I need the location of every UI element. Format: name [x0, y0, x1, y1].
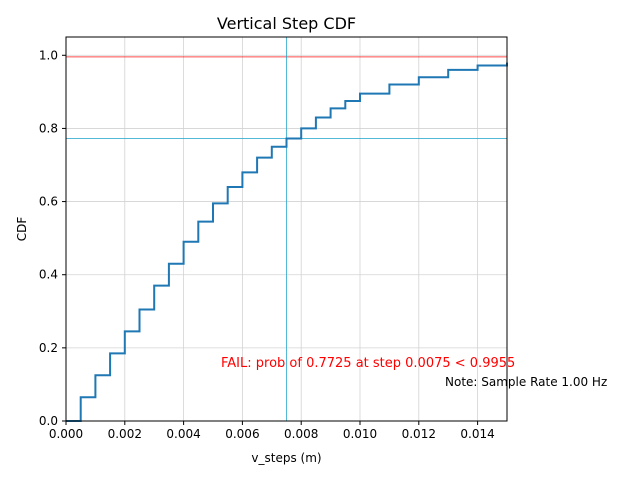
x-tick-label: 0.004	[166, 427, 200, 441]
x-tick-label: 0.010	[343, 427, 377, 441]
plot-frame	[65, 36, 508, 422]
sample-rate-note: Note: Sample Rate 1.00 Hz	[445, 375, 607, 389]
x-tick-label: 0.012	[402, 427, 436, 441]
y-axis-ticks: 0.0 0.2 0.4 0.6 0.8 1.0	[39, 48, 66, 428]
fail-annotation: FAIL: prob of 0.7725 at step 0.0075 < 0.…	[221, 356, 515, 371]
x-tick-label: 0.008	[284, 427, 318, 441]
y-tick-label: 0.0	[39, 414, 58, 428]
y-tick-label: 0.4	[39, 268, 58, 282]
x-axis-ticks: 0.000 0.002 0.004 0.006 0.008 0.010 0.012 0.014	[49, 421, 495, 441]
y-tick-label: 0.2	[39, 341, 58, 355]
y-tick-label: 1.0	[39, 48, 58, 62]
x-tick-label: 0.000	[49, 427, 83, 441]
y-tick-label: 0.8	[39, 121, 58, 135]
x-axis-label: v_steps (m)	[251, 451, 321, 465]
y-axis-label: CDF	[15, 217, 29, 242]
cdf-series-line	[66, 62, 508, 422]
x-tick-label: 0.006	[225, 427, 259, 441]
chart-title: Vertical Step CDF	[217, 14, 356, 33]
x-tick-label: 0.002	[108, 427, 142, 441]
x-tick-label: 0.014	[460, 427, 494, 441]
y-tick-label: 0.6	[39, 195, 58, 209]
